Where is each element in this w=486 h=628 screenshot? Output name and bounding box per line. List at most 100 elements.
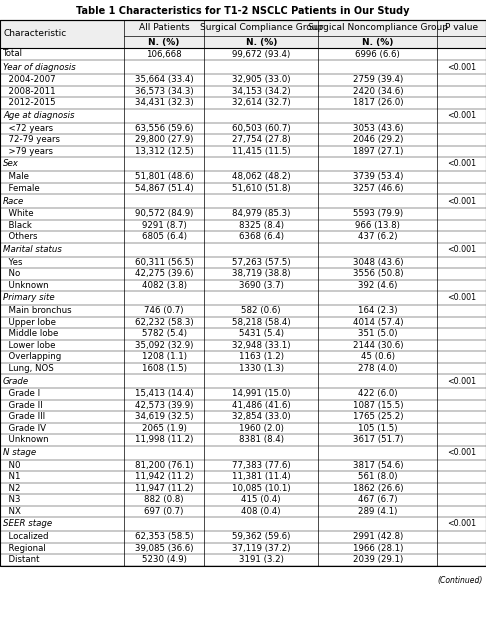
Text: <0.001: <0.001 bbox=[447, 160, 476, 168]
Text: 36,573 (34.3): 36,573 (34.3) bbox=[135, 87, 193, 95]
Text: Unknown: Unknown bbox=[3, 281, 49, 290]
Text: N. (%): N. (%) bbox=[362, 38, 394, 46]
Text: <0.001: <0.001 bbox=[447, 293, 476, 303]
Text: 13,312 (12.5): 13,312 (12.5) bbox=[135, 147, 193, 156]
Text: 84,979 (85.3): 84,979 (85.3) bbox=[232, 209, 291, 219]
Text: 6805 (6.4): 6805 (6.4) bbox=[141, 232, 187, 241]
Text: Total: Total bbox=[3, 50, 23, 58]
Text: 437 (6.2): 437 (6.2) bbox=[358, 232, 398, 241]
Text: 408 (0.4): 408 (0.4) bbox=[242, 507, 281, 516]
Text: Lower lobe: Lower lobe bbox=[3, 341, 55, 350]
Text: 58,218 (58.4): 58,218 (58.4) bbox=[232, 318, 291, 327]
Text: All Patients: All Patients bbox=[139, 23, 190, 33]
Text: 5593 (79.9): 5593 (79.9) bbox=[353, 209, 403, 219]
Text: 34,619 (32.5): 34,619 (32.5) bbox=[135, 412, 193, 421]
Text: (Continued): (Continued) bbox=[437, 575, 483, 585]
Text: >79 years: >79 years bbox=[3, 147, 53, 156]
Text: 8325 (8.4): 8325 (8.4) bbox=[239, 221, 284, 230]
Text: Main bronchus: Main bronchus bbox=[3, 306, 71, 315]
Text: 2012-2015: 2012-2015 bbox=[3, 98, 55, 107]
Text: <0.001: <0.001 bbox=[447, 519, 476, 529]
Text: Distant: Distant bbox=[3, 555, 39, 564]
Text: Year of diagnosis: Year of diagnosis bbox=[3, 63, 76, 72]
Text: 582 (0.6): 582 (0.6) bbox=[242, 306, 281, 315]
Text: 1087 (15.5): 1087 (15.5) bbox=[353, 401, 403, 409]
Text: 5230 (4.9): 5230 (4.9) bbox=[141, 555, 187, 564]
Text: Sex: Sex bbox=[3, 160, 19, 168]
Text: N1: N1 bbox=[3, 472, 20, 481]
Text: SEER stage: SEER stage bbox=[3, 519, 52, 529]
Text: 3191 (3.2): 3191 (3.2) bbox=[239, 555, 284, 564]
Text: Grade I: Grade I bbox=[3, 389, 40, 398]
Text: Middle lobe: Middle lobe bbox=[3, 329, 58, 338]
Text: <0.001: <0.001 bbox=[447, 377, 476, 386]
Text: 561 (8.0): 561 (8.0) bbox=[358, 472, 398, 481]
Text: N2: N2 bbox=[3, 484, 20, 493]
Text: 60,503 (60.7): 60,503 (60.7) bbox=[232, 124, 291, 133]
Text: Male: Male bbox=[3, 172, 29, 181]
Text: Regional: Regional bbox=[3, 544, 46, 553]
Text: Grade IV: Grade IV bbox=[3, 424, 46, 433]
Text: 1608 (1.5): 1608 (1.5) bbox=[141, 364, 187, 373]
Text: 5431 (5.4): 5431 (5.4) bbox=[239, 329, 284, 338]
Text: Age at diagnosis: Age at diagnosis bbox=[3, 111, 74, 120]
Text: 1208 (1.1): 1208 (1.1) bbox=[141, 352, 187, 361]
Text: 45 (0.6): 45 (0.6) bbox=[361, 352, 395, 361]
Text: 2759 (39.4): 2759 (39.4) bbox=[353, 75, 403, 84]
Text: 81,200 (76.1): 81,200 (76.1) bbox=[135, 461, 193, 470]
Text: 422 (6.0): 422 (6.0) bbox=[358, 389, 398, 398]
Text: 60,311 (56.5): 60,311 (56.5) bbox=[135, 257, 193, 267]
Text: Others: Others bbox=[3, 232, 37, 241]
Text: 105 (1.5): 105 (1.5) bbox=[358, 424, 398, 433]
Text: 32,614 (32.7): 32,614 (32.7) bbox=[232, 98, 291, 107]
Text: Unknown: Unknown bbox=[3, 435, 49, 444]
Text: Surgical Compliance Group: Surgical Compliance Group bbox=[200, 23, 323, 33]
Text: 90,572 (84.9): 90,572 (84.9) bbox=[135, 209, 193, 219]
Text: 57,263 (57.5): 57,263 (57.5) bbox=[232, 257, 291, 267]
Text: 35,664 (33.4): 35,664 (33.4) bbox=[135, 75, 193, 84]
Text: 42,275 (39.6): 42,275 (39.6) bbox=[135, 269, 193, 278]
Text: <0.001: <0.001 bbox=[447, 448, 476, 457]
Text: Black: Black bbox=[3, 221, 32, 230]
Text: Female: Female bbox=[3, 184, 40, 193]
Text: 467 (6.7): 467 (6.7) bbox=[358, 495, 398, 504]
Text: 3739 (53.4): 3739 (53.4) bbox=[353, 172, 403, 181]
Text: Overlapping: Overlapping bbox=[3, 352, 61, 361]
Text: N stage: N stage bbox=[3, 448, 36, 457]
Text: <72 years: <72 years bbox=[3, 124, 53, 133]
Text: 6996 (6.6): 6996 (6.6) bbox=[355, 50, 400, 58]
Text: 392 (4.6): 392 (4.6) bbox=[358, 281, 398, 290]
Text: 3617 (51.7): 3617 (51.7) bbox=[353, 435, 403, 444]
Text: <0.001: <0.001 bbox=[447, 197, 476, 205]
Text: 1765 (25.2): 1765 (25.2) bbox=[353, 412, 403, 421]
Text: 2065 (1.9): 2065 (1.9) bbox=[141, 424, 187, 433]
Text: 38,719 (38.8): 38,719 (38.8) bbox=[232, 269, 291, 278]
Text: 34,431 (32.3): 34,431 (32.3) bbox=[135, 98, 193, 107]
Text: N0: N0 bbox=[3, 461, 20, 470]
Text: Grade: Grade bbox=[3, 377, 29, 386]
Text: 77,383 (77.6): 77,383 (77.6) bbox=[232, 461, 291, 470]
Text: 3257 (46.6): 3257 (46.6) bbox=[353, 184, 403, 193]
Text: 4014 (57.4): 4014 (57.4) bbox=[353, 318, 403, 327]
Text: 32,905 (33.0): 32,905 (33.0) bbox=[232, 75, 291, 84]
Bar bbox=[0, 20, 486, 48]
Text: 3817 (54.6): 3817 (54.6) bbox=[353, 461, 403, 470]
Text: 746 (0.7): 746 (0.7) bbox=[144, 306, 184, 315]
Text: 51,610 (51.8): 51,610 (51.8) bbox=[232, 184, 291, 193]
Text: 966 (13.8): 966 (13.8) bbox=[355, 221, 400, 230]
Text: 1862 (26.6): 1862 (26.6) bbox=[353, 484, 403, 493]
Text: 11,381 (11.4): 11,381 (11.4) bbox=[232, 472, 291, 481]
Text: 6368 (6.4): 6368 (6.4) bbox=[239, 232, 284, 241]
Text: Race: Race bbox=[3, 197, 24, 205]
Text: <0.001: <0.001 bbox=[447, 63, 476, 72]
Text: Localized: Localized bbox=[3, 533, 49, 541]
Text: 2420 (34.6): 2420 (34.6) bbox=[353, 87, 403, 95]
Text: 2046 (29.2): 2046 (29.2) bbox=[353, 135, 403, 144]
Text: 415 (0.4): 415 (0.4) bbox=[242, 495, 281, 504]
Text: 51,801 (48.6): 51,801 (48.6) bbox=[135, 172, 193, 181]
Text: 4082 (3.8): 4082 (3.8) bbox=[141, 281, 187, 290]
Text: White: White bbox=[3, 209, 34, 219]
Text: N. (%): N. (%) bbox=[148, 38, 180, 46]
Text: 15,413 (14.4): 15,413 (14.4) bbox=[135, 389, 193, 398]
Text: P value: P value bbox=[445, 23, 478, 33]
